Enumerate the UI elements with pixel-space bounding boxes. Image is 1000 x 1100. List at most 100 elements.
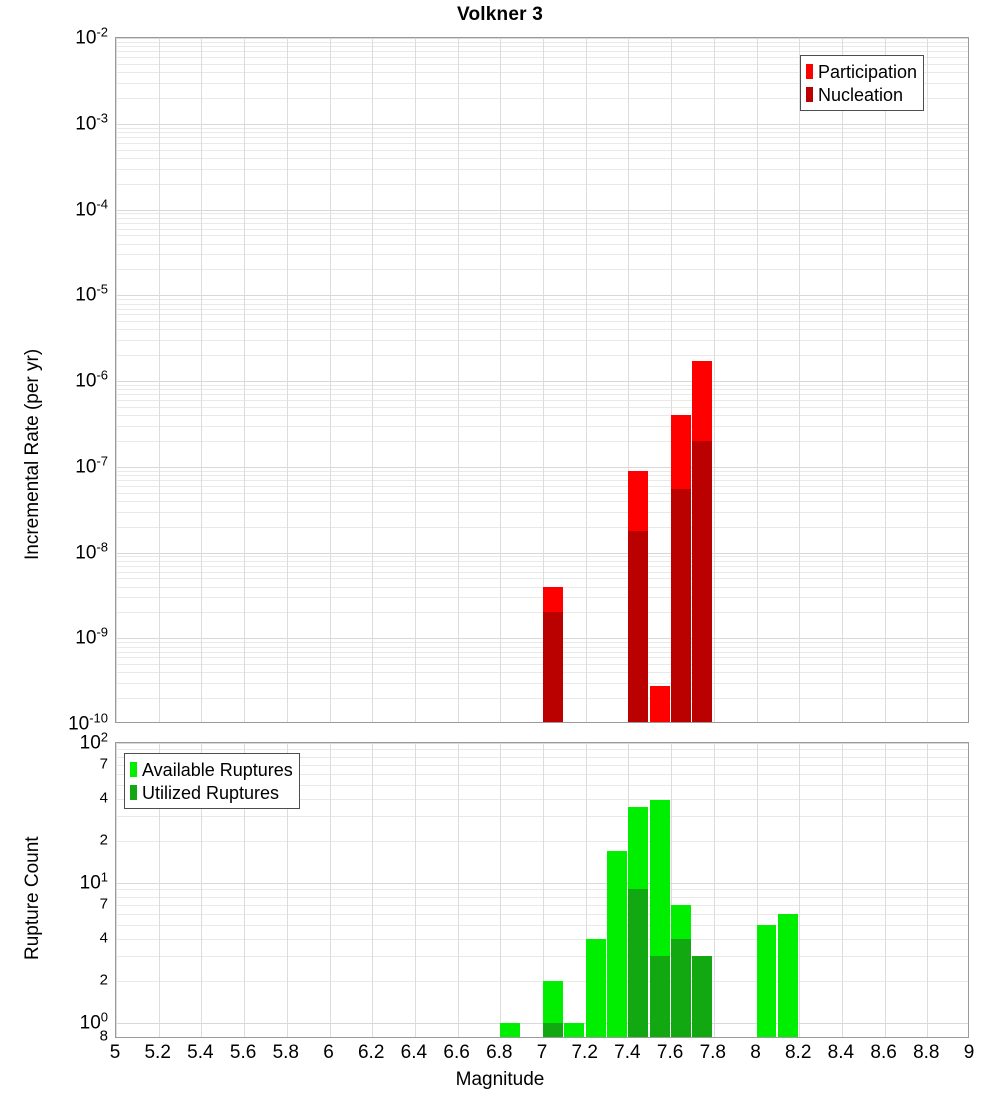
bar-participation	[650, 686, 670, 723]
x-tick-label: 6	[323, 1042, 334, 1064]
legend-swatch-icon	[806, 87, 813, 102]
gridline-vertical	[330, 38, 331, 722]
y-tick-label: 10-4	[0, 196, 108, 221]
bar-available-ruptures	[500, 1023, 520, 1038]
bar-available-ruptures	[564, 1023, 584, 1038]
gridline-vertical	[116, 743, 117, 1037]
legend-swatch-icon	[130, 785, 137, 800]
gridline-vertical	[842, 743, 843, 1037]
gridline-vertical	[372, 743, 373, 1037]
x-tick-label: 8.6	[870, 1042, 896, 1064]
y-tick-label: 2	[0, 971, 108, 988]
x-tick-label: 7.8	[700, 1042, 726, 1064]
x-axis-label: Magnitude	[0, 1069, 1000, 1091]
legend-label: Available Ruptures	[142, 761, 293, 779]
gridline-vertical	[927, 38, 928, 722]
gridline-vertical	[842, 38, 843, 722]
bottom-panel-legend: Available Ruptures Utilized Ruptures	[124, 753, 300, 809]
bar-utilized-ruptures	[543, 1023, 563, 1038]
gridline-vertical	[330, 743, 331, 1037]
gridline-vertical	[586, 38, 587, 722]
y-tick-label: 10-8	[0, 539, 108, 564]
y-tick-label: 10-2	[0, 24, 108, 49]
gridline-vertical	[885, 743, 886, 1037]
x-tick-label: 5.6	[230, 1042, 256, 1064]
gridline-vertical	[458, 38, 459, 722]
y-tick-label: 10-5	[0, 282, 108, 307]
x-tick-label: 7.2	[571, 1042, 597, 1064]
legend-item-participation: Participation	[806, 60, 917, 83]
bar-available-ruptures	[778, 914, 798, 1038]
y-tick-label: 8	[0, 1027, 108, 1044]
legend-label: Utilized Ruptures	[142, 784, 279, 802]
bar-utilized-ruptures	[671, 939, 691, 1038]
bar-nucleation	[543, 612, 563, 723]
gridline-vertical	[757, 38, 758, 722]
x-tick-label: 8.8	[913, 1042, 939, 1064]
x-tick-label: 6.4	[401, 1042, 427, 1064]
bar-utilized-ruptures	[650, 956, 670, 1038]
gridline-vertical	[885, 38, 886, 722]
x-tick-label: 6.8	[486, 1042, 512, 1064]
chart-title: Volkner 3	[0, 4, 1000, 26]
y-tick-label: 2	[0, 831, 108, 848]
bar-utilized-ruptures	[628, 889, 648, 1038]
gridline-vertical	[116, 38, 117, 722]
gridline-vertical	[500, 743, 501, 1037]
x-tick-label: 8.4	[828, 1042, 854, 1064]
legend-swatch-icon	[130, 762, 137, 777]
top-panel-plot-area	[115, 37, 969, 723]
y-tick-label: 10-6	[0, 367, 108, 392]
x-tick-label: 5.2	[144, 1042, 170, 1064]
x-tick-label: 8.2	[785, 1042, 811, 1064]
legend-swatch-icon	[806, 64, 813, 79]
chart-page: Volkner 3 Incremental Rate (per yr) 10-2…	[0, 0, 1000, 1100]
y-tick-label: 7	[0, 755, 108, 772]
bar-nucleation	[671, 489, 691, 723]
gridline-vertical	[244, 38, 245, 722]
x-tick-label: 7.6	[657, 1042, 683, 1064]
gridline-vertical	[500, 38, 501, 722]
gridline-vertical	[714, 743, 715, 1037]
x-tick-label: 6.6	[443, 1042, 469, 1064]
x-tick-label: 5.8	[273, 1042, 299, 1064]
legend-label: Nucleation	[818, 86, 903, 104]
bar-available-ruptures	[607, 851, 627, 1038]
x-tick-label: 7.4	[614, 1042, 640, 1064]
gridline-vertical	[415, 743, 416, 1037]
gridline-vertical	[799, 38, 800, 722]
gridline-vertical	[799, 743, 800, 1037]
bar-utilized-ruptures	[692, 956, 712, 1038]
y-tick-label: 7	[0, 895, 108, 912]
y-tick-label: 4	[0, 929, 108, 946]
y-tick-label: 10-9	[0, 625, 108, 650]
x-tick-label: 6.2	[358, 1042, 384, 1064]
gridline-vertical	[287, 38, 288, 722]
y-tick-label: 101	[0, 869, 108, 894]
bar-available-ruptures	[757, 925, 777, 1038]
y-tick-label: 10-3	[0, 110, 108, 135]
legend-label: Participation	[818, 63, 917, 81]
legend-item-nucleation: Nucleation	[806, 83, 917, 106]
gridline-vertical	[927, 743, 928, 1037]
bar-nucleation	[628, 531, 648, 723]
gridline-vertical	[714, 38, 715, 722]
x-tick-label: 5	[110, 1042, 121, 1064]
x-tick-label: 9	[964, 1042, 975, 1064]
gridline-vertical	[458, 743, 459, 1037]
gridline-vertical	[372, 38, 373, 722]
legend-item-available-ruptures: Available Ruptures	[130, 758, 293, 781]
y-tick-label: 10-7	[0, 453, 108, 478]
x-tick-label: 7	[537, 1042, 548, 1064]
bar-nucleation	[692, 441, 712, 723]
gridline-vertical	[201, 38, 202, 722]
y-tick-label: 102	[0, 729, 108, 754]
bar-available-ruptures	[586, 939, 606, 1038]
gridline-vertical	[159, 38, 160, 722]
y-tick-label: 4	[0, 789, 108, 806]
x-tick-label: 8	[750, 1042, 761, 1064]
top-panel-legend: Participation Nucleation	[800, 55, 924, 111]
legend-item-utilized-ruptures: Utilized Ruptures	[130, 781, 293, 804]
gridline-vertical	[415, 38, 416, 722]
x-tick-label: 5.4	[187, 1042, 213, 1064]
